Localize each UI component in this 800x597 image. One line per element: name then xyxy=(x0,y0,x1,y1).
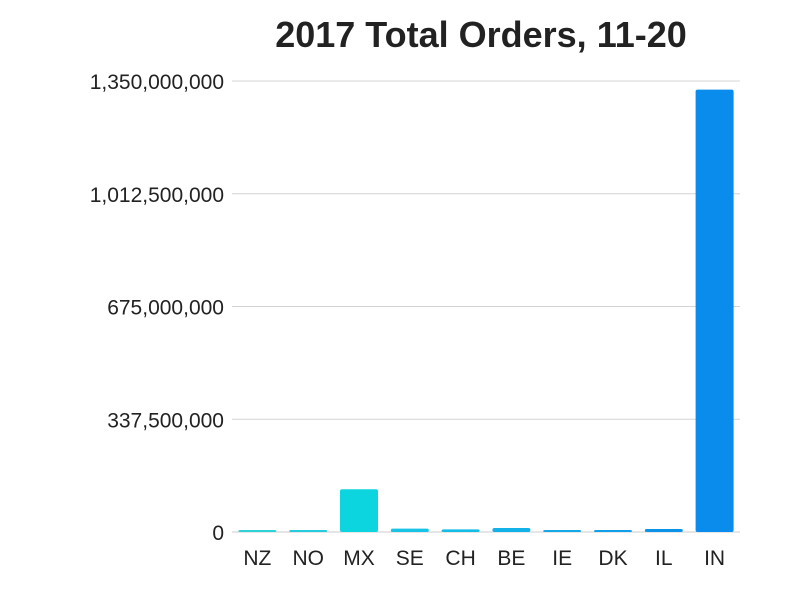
bar-nz xyxy=(238,530,277,532)
bar-se xyxy=(390,528,429,532)
bar-mx xyxy=(340,489,378,532)
x-tick-label: SE xyxy=(396,547,424,570)
x-tick-label: MX xyxy=(343,547,375,570)
x-tick-label: IN xyxy=(704,547,725,570)
x-tick-label: BE xyxy=(497,547,525,570)
bar-ch xyxy=(441,529,480,532)
y-tick-label: 1,350,000,000 xyxy=(90,71,224,94)
y-tick-label: 337,500,000 xyxy=(107,409,224,432)
bar-no xyxy=(289,530,328,532)
y-tick-label: 0 xyxy=(212,522,224,545)
bar-be xyxy=(492,527,531,532)
x-axis-ticks: NZ NO MX SE CH BE IE DK IL IN xyxy=(243,547,725,570)
bar-dk xyxy=(594,529,632,532)
x-tick-label: CH xyxy=(445,547,475,570)
grid-lines xyxy=(232,80,740,533)
bar-ie xyxy=(543,530,582,532)
x-tick-label: IL xyxy=(655,547,673,570)
y-tick-label: 1,012,500,000 xyxy=(90,184,224,207)
y-axis-ticks: 0 337,500,000 675,000,000 1,012,500,000 1,35… xyxy=(90,71,224,545)
y-tick-label: 675,000,000 xyxy=(107,297,224,320)
x-tick-label: NO xyxy=(292,547,324,570)
x-tick-label: IE xyxy=(552,547,572,570)
bar-in xyxy=(695,89,734,533)
chart-title: 2017 Total Orders, 11-20 xyxy=(275,14,687,55)
x-tick-label: DK xyxy=(598,547,627,570)
x-tick-label: NZ xyxy=(243,547,271,570)
bars xyxy=(238,89,734,533)
bar-il xyxy=(644,528,683,532)
